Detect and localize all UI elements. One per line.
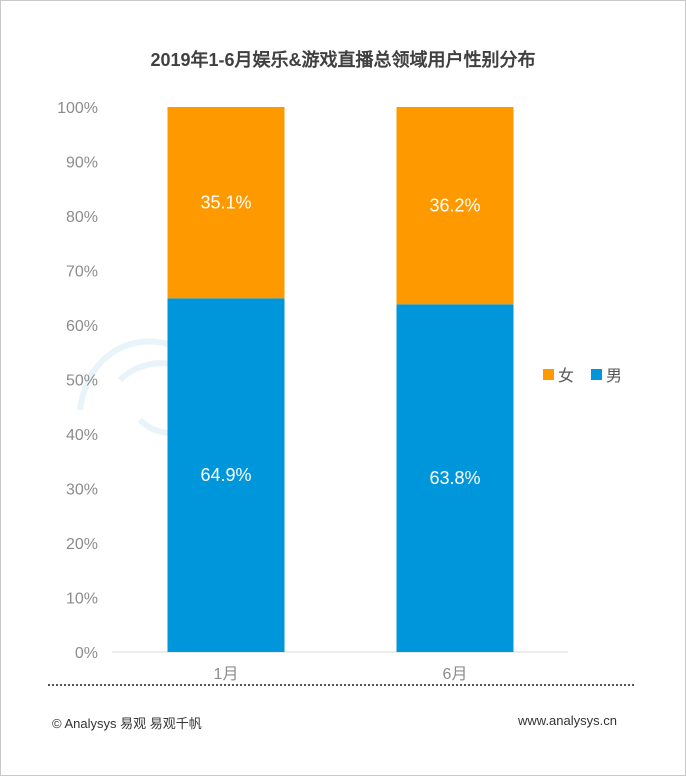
legend-swatch: [543, 369, 554, 380]
y-tick-label: 40%: [66, 427, 98, 444]
chart-title: 2019年1-6月娱乐&游戏直播总领域用户性别分布: [150, 50, 536, 70]
legend-label: 男: [606, 368, 622, 385]
bar-segment-male: [167, 298, 285, 652]
data-label: 64.9%: [200, 465, 251, 485]
x-tick-label: 1月: [214, 666, 239, 683]
footer-website[interactable]: www.analysys.cn: [518, 713, 617, 728]
y-tick-label: 70%: [66, 264, 98, 281]
bar-segment-female: [167, 107, 285, 299]
y-tick-label: 90%: [66, 155, 98, 172]
y-tick-label: 10%: [66, 591, 98, 608]
footer-copyright: © Analysys 易观 易观千帆: [52, 716, 202, 731]
footer-divider: [48, 684, 634, 686]
bar-segment-male: [396, 304, 514, 652]
y-tick-label: 0%: [75, 645, 98, 662]
x-tick-label: 6月: [443, 666, 468, 683]
y-tick-label: 30%: [66, 482, 98, 499]
legend-label: 女: [558, 366, 574, 385]
y-tick-label: 20%: [66, 536, 98, 553]
y-tick-label: 100%: [57, 100, 98, 117]
y-tick-label: 50%: [66, 373, 98, 390]
bar-segment-female: [396, 107, 514, 305]
y-tick-label: 60%: [66, 318, 98, 335]
data-label: 35.1%: [200, 193, 251, 213]
y-tick-label: 80%: [66, 209, 98, 226]
data-label: 36.2%: [429, 196, 480, 216]
data-label: 63.8%: [429, 468, 480, 488]
legend-swatch: [591, 369, 602, 380]
